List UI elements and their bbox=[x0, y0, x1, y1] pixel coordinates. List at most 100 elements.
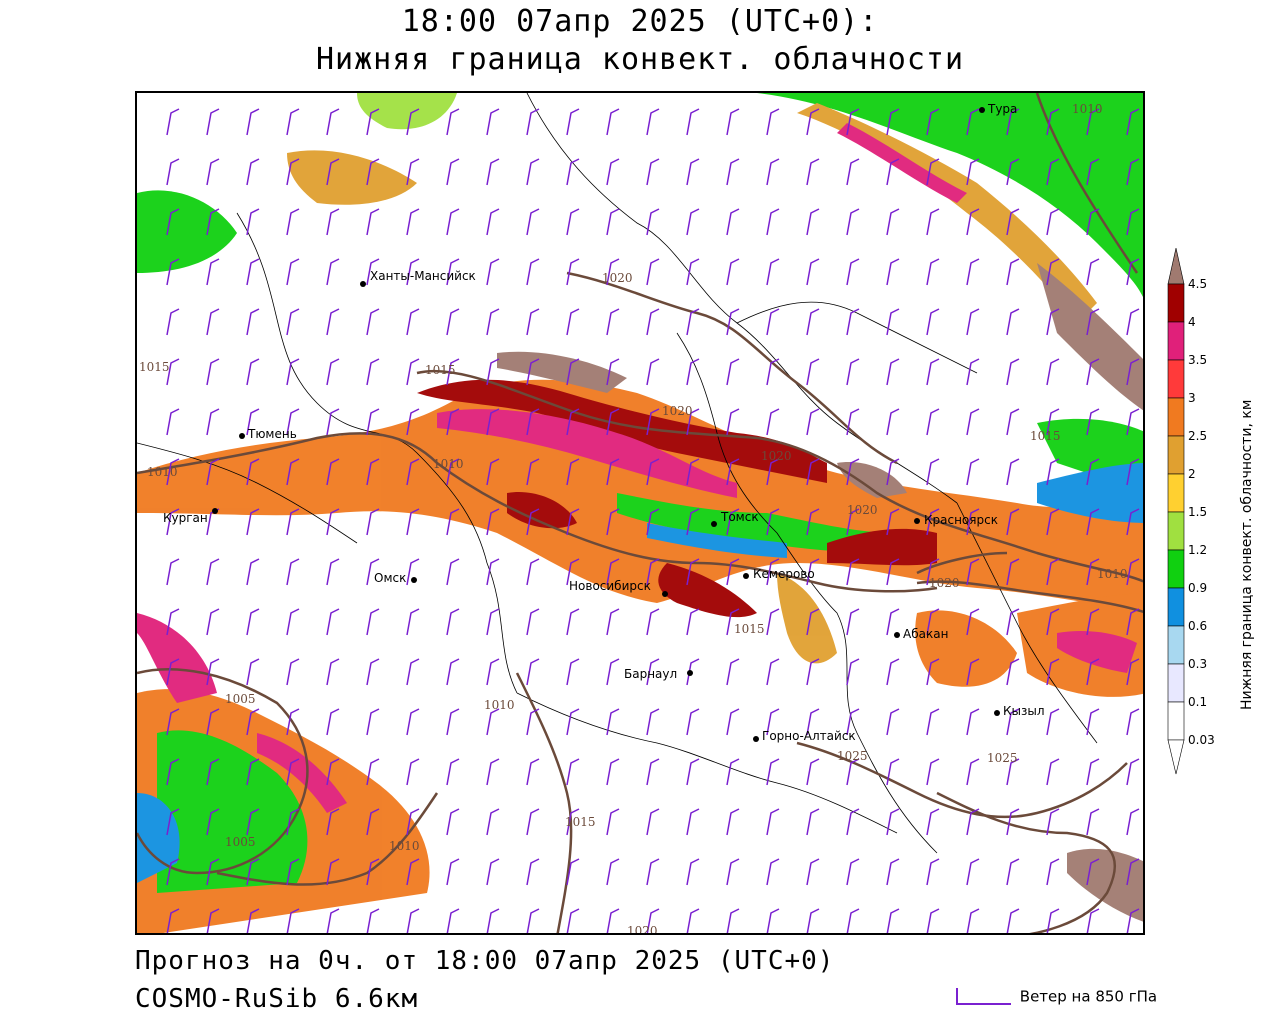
wind-barb bbox=[326, 258, 340, 286]
wind-barb bbox=[886, 708, 900, 736]
wind-barb bbox=[446, 358, 460, 386]
wind-barb bbox=[806, 608, 820, 636]
svg-text:Красноярск: Красноярск bbox=[924, 513, 998, 527]
wind-barb bbox=[846, 108, 860, 136]
wind-barb bbox=[886, 858, 900, 886]
wind-barb bbox=[646, 408, 660, 436]
wind-barb bbox=[926, 458, 940, 486]
wind-barb bbox=[206, 258, 220, 286]
wind-barb bbox=[566, 358, 580, 386]
svg-text:1020: 1020 bbox=[761, 449, 792, 463]
model-name: COSMO-RuSib 6.6км bbox=[135, 984, 419, 1014]
colorbar-bottom-arrow bbox=[1167, 739, 1185, 775]
wind-barb bbox=[246, 508, 260, 536]
wind-barb bbox=[326, 708, 340, 736]
wind-barb bbox=[1086, 358, 1100, 386]
wind-barb bbox=[886, 458, 900, 486]
wind-barb bbox=[886, 308, 900, 336]
wind-barb bbox=[806, 158, 820, 186]
wind-barb bbox=[326, 658, 340, 686]
city-tura: Тура bbox=[979, 102, 1017, 116]
wind-barb bbox=[646, 708, 660, 736]
title-line-1: 18:00 07апр 2025 (UTC+0): bbox=[401, 4, 879, 39]
wind-barb bbox=[1006, 208, 1020, 236]
svg-text:1010: 1010 bbox=[389, 839, 420, 853]
wind-barb bbox=[326, 808, 340, 836]
wind-barb bbox=[206, 758, 220, 786]
wind-barb bbox=[1126, 608, 1140, 636]
wind-barb bbox=[806, 208, 820, 236]
wind-barb bbox=[166, 108, 180, 136]
wind-barb bbox=[846, 808, 860, 836]
wind-barb bbox=[206, 808, 220, 836]
colorbar-top-arrow bbox=[1167, 248, 1185, 285]
svg-text:1010: 1010 bbox=[1072, 102, 1103, 116]
svg-text:Абакан: Абакан bbox=[903, 627, 948, 641]
wind-barb bbox=[966, 758, 980, 786]
svg-text:Ханты-Мансийск: Ханты-Мансийск bbox=[370, 269, 476, 283]
wind-barb bbox=[966, 258, 980, 286]
colorbar-tick-label: 0.3 bbox=[1188, 657, 1207, 671]
wind-barb bbox=[926, 208, 940, 236]
wind-barb bbox=[366, 808, 380, 836]
wind-barb bbox=[566, 858, 580, 886]
wind-barb bbox=[286, 308, 300, 336]
wind-barb bbox=[926, 908, 940, 933]
wind-barb bbox=[366, 758, 380, 786]
wind-barb bbox=[526, 858, 540, 886]
wind-barb bbox=[1006, 508, 1020, 536]
wind-barb bbox=[646, 158, 660, 186]
wind-barb bbox=[1006, 258, 1020, 286]
wind-barb bbox=[246, 258, 260, 286]
colorbar-swatch bbox=[1167, 359, 1185, 399]
wind-barb bbox=[166, 858, 180, 886]
wind-barb bbox=[446, 808, 460, 836]
svg-text:Нижняя граница конвект. облачн: Нижняя граница конвект. облачности, км bbox=[1239, 400, 1255, 710]
wind-barb bbox=[246, 558, 260, 586]
wind-barb bbox=[526, 158, 540, 186]
wind-barb bbox=[246, 408, 260, 436]
wind-barb bbox=[526, 508, 540, 536]
wind-barb bbox=[926, 158, 940, 186]
wind-barb bbox=[486, 258, 500, 286]
city-krasnoyarsk: Красноярск bbox=[914, 513, 998, 527]
wind-barb bbox=[566, 258, 580, 286]
wind-barb bbox=[1126, 308, 1140, 336]
wind-barb bbox=[886, 758, 900, 786]
wind-barb bbox=[1006, 608, 1020, 636]
wind-barb bbox=[806, 908, 820, 933]
svg-text:1025: 1025 bbox=[987, 751, 1018, 765]
wind-barb bbox=[1006, 758, 1020, 786]
wind-barb bbox=[446, 158, 460, 186]
wind-barb bbox=[526, 358, 540, 386]
wind-barb bbox=[926, 258, 940, 286]
wind-barb bbox=[166, 758, 180, 786]
wind-barb bbox=[1046, 158, 1060, 186]
wind-barb bbox=[166, 158, 180, 186]
wind-barb bbox=[1006, 808, 1020, 836]
wind-barb bbox=[486, 208, 500, 236]
wind-barb bbox=[526, 808, 540, 836]
wind-barb bbox=[966, 158, 980, 186]
wind-barb bbox=[606, 108, 620, 136]
wind-barb bbox=[486, 108, 500, 136]
wind-barb bbox=[766, 708, 780, 736]
wind-barb bbox=[406, 108, 420, 136]
wind-barb bbox=[686, 208, 700, 236]
wind-barb bbox=[1046, 758, 1060, 786]
svg-text:Горно-Алтайск: Горно-Алтайск bbox=[762, 729, 856, 743]
wind-barb bbox=[846, 458, 860, 486]
wind-barb bbox=[1046, 358, 1060, 386]
wind-barb bbox=[966, 358, 980, 386]
wind-barb bbox=[846, 758, 860, 786]
colorbar-labels: 4.5 4 3.5 3 2.5 2 1.5 1.2 0.9 0.6 0.3 0.1 0.03 bbox=[1188, 277, 1215, 747]
wind-barb bbox=[206, 608, 220, 636]
title-line-2: Нижняя граница конвект. облачности bbox=[315, 42, 965, 77]
wind-barb bbox=[526, 558, 540, 586]
wind-barb bbox=[606, 708, 620, 736]
wind-barb bbox=[206, 558, 220, 586]
wind-barb bbox=[1006, 358, 1020, 386]
wind-barb bbox=[406, 408, 420, 436]
wind-barb bbox=[966, 508, 980, 536]
wind-barb bbox=[926, 758, 940, 786]
